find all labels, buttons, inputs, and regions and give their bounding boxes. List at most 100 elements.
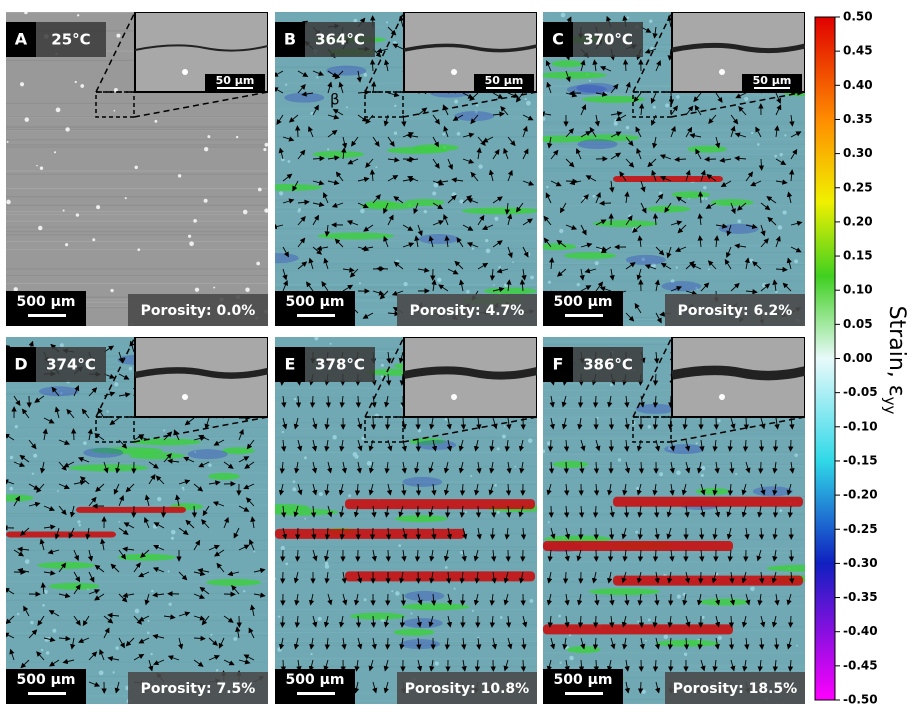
panel-letter: D [14,355,27,374]
inclusion [195,288,199,292]
displacement-arrow [566,462,567,473]
inset-feature [404,370,537,375]
colorbar-label: Strain, εyy [882,306,910,415]
crack [543,541,733,551]
inset-scale-text: 50 µm [485,74,524,87]
inclusion [265,143,269,147]
inclusion [7,141,9,143]
inclusion [54,151,56,153]
texture-line [6,139,268,140]
strain-band [69,464,149,471]
inclusion [204,147,208,151]
strain-dip [39,386,79,396]
displacement-arrow [492,528,493,539]
inset-scale-bar [754,87,790,89]
scale-bar [297,314,335,317]
strain-band [365,201,398,208]
texture-line [6,171,268,172]
strain-band [552,60,584,67]
panel-letter: E [285,355,296,374]
texture-line [6,188,268,189]
porosity: Porosity: 0.0% [141,303,256,319]
temperature: 364°C [315,31,365,49]
strain-band [538,72,606,79]
colorbar [815,17,835,700]
inclusion [204,199,208,203]
inclusion [56,108,61,113]
inset-inclusion [719,394,725,400]
strain-band [37,562,95,569]
colorbar-tick-label: 0.20 [843,214,873,228]
crack [613,497,803,507]
displacement-arrow [716,418,717,429]
texture-line [6,126,268,127]
inclusion [245,288,249,292]
inset-feature [672,370,805,375]
inclusion [256,262,260,266]
colorbar-tick-label: 0.45 [843,44,873,58]
strain-band [131,438,201,445]
temperature: 25°C [51,31,90,49]
porosity: Porosity: 10.8% [405,681,529,697]
scale-bar [565,314,603,317]
inclusion [154,120,157,123]
strain-band [317,232,394,239]
texture-line [6,283,268,284]
displacement-arrow [611,440,612,451]
inset-scale-text: 50 µm [216,74,255,87]
strain-band [387,147,448,154]
strain-band [118,554,176,561]
texture-line [6,211,268,212]
displacement-arrow [358,396,359,407]
colorbar-tick-label: 0.10 [843,283,873,297]
inset-inclusion [451,394,457,400]
strain-dip [83,448,123,458]
inclusion [25,117,29,121]
inclusion [14,287,18,291]
strain-band [206,579,261,586]
displacement-arrow [447,506,448,517]
inclusion [6,200,11,205]
inclusion [193,219,197,223]
strain-band [208,473,240,480]
inclusion [20,82,24,86]
temperature: 370°C [583,31,633,49]
temperature: 386°C [583,356,633,374]
displacement-arrow [388,550,389,561]
strain-band [696,488,730,495]
colorbar-tick-label: 0.00 [843,351,873,365]
strain-band [699,599,750,606]
colorbar-tick-label: -0.15 [843,453,878,467]
texture-line [6,234,268,235]
inclusion [96,205,100,209]
inclusion [110,289,113,292]
displacement-arrow [790,616,791,627]
inclusion [243,210,248,215]
displacement-arrow [731,616,732,627]
inclusion [63,210,65,212]
crack [543,624,733,634]
inclusion [36,165,38,167]
strain-band [589,588,660,595]
inclusion [188,235,191,238]
porosity: Porosity: 4.7% [410,303,525,319]
inclusion [116,34,120,38]
displacement-arrow [640,682,641,693]
strain-band [49,583,100,590]
inclusion [38,226,42,230]
inclusion [207,135,210,138]
inclusion [75,81,77,83]
inclusion [65,243,68,246]
displacement-arrow [418,572,419,583]
displacement-arrow [282,616,283,627]
strain-dip [719,224,759,234]
strain-dip [578,139,618,149]
colorbar-tick-label: -0.40 [843,624,878,638]
inclusion [236,136,238,138]
figure: Strain, εyy 50 µmA25°C500 µmPorosity: 0.… [0,0,918,704]
displacement-arrow [595,396,596,407]
colorbar-tick-label: -0.25 [843,522,878,536]
